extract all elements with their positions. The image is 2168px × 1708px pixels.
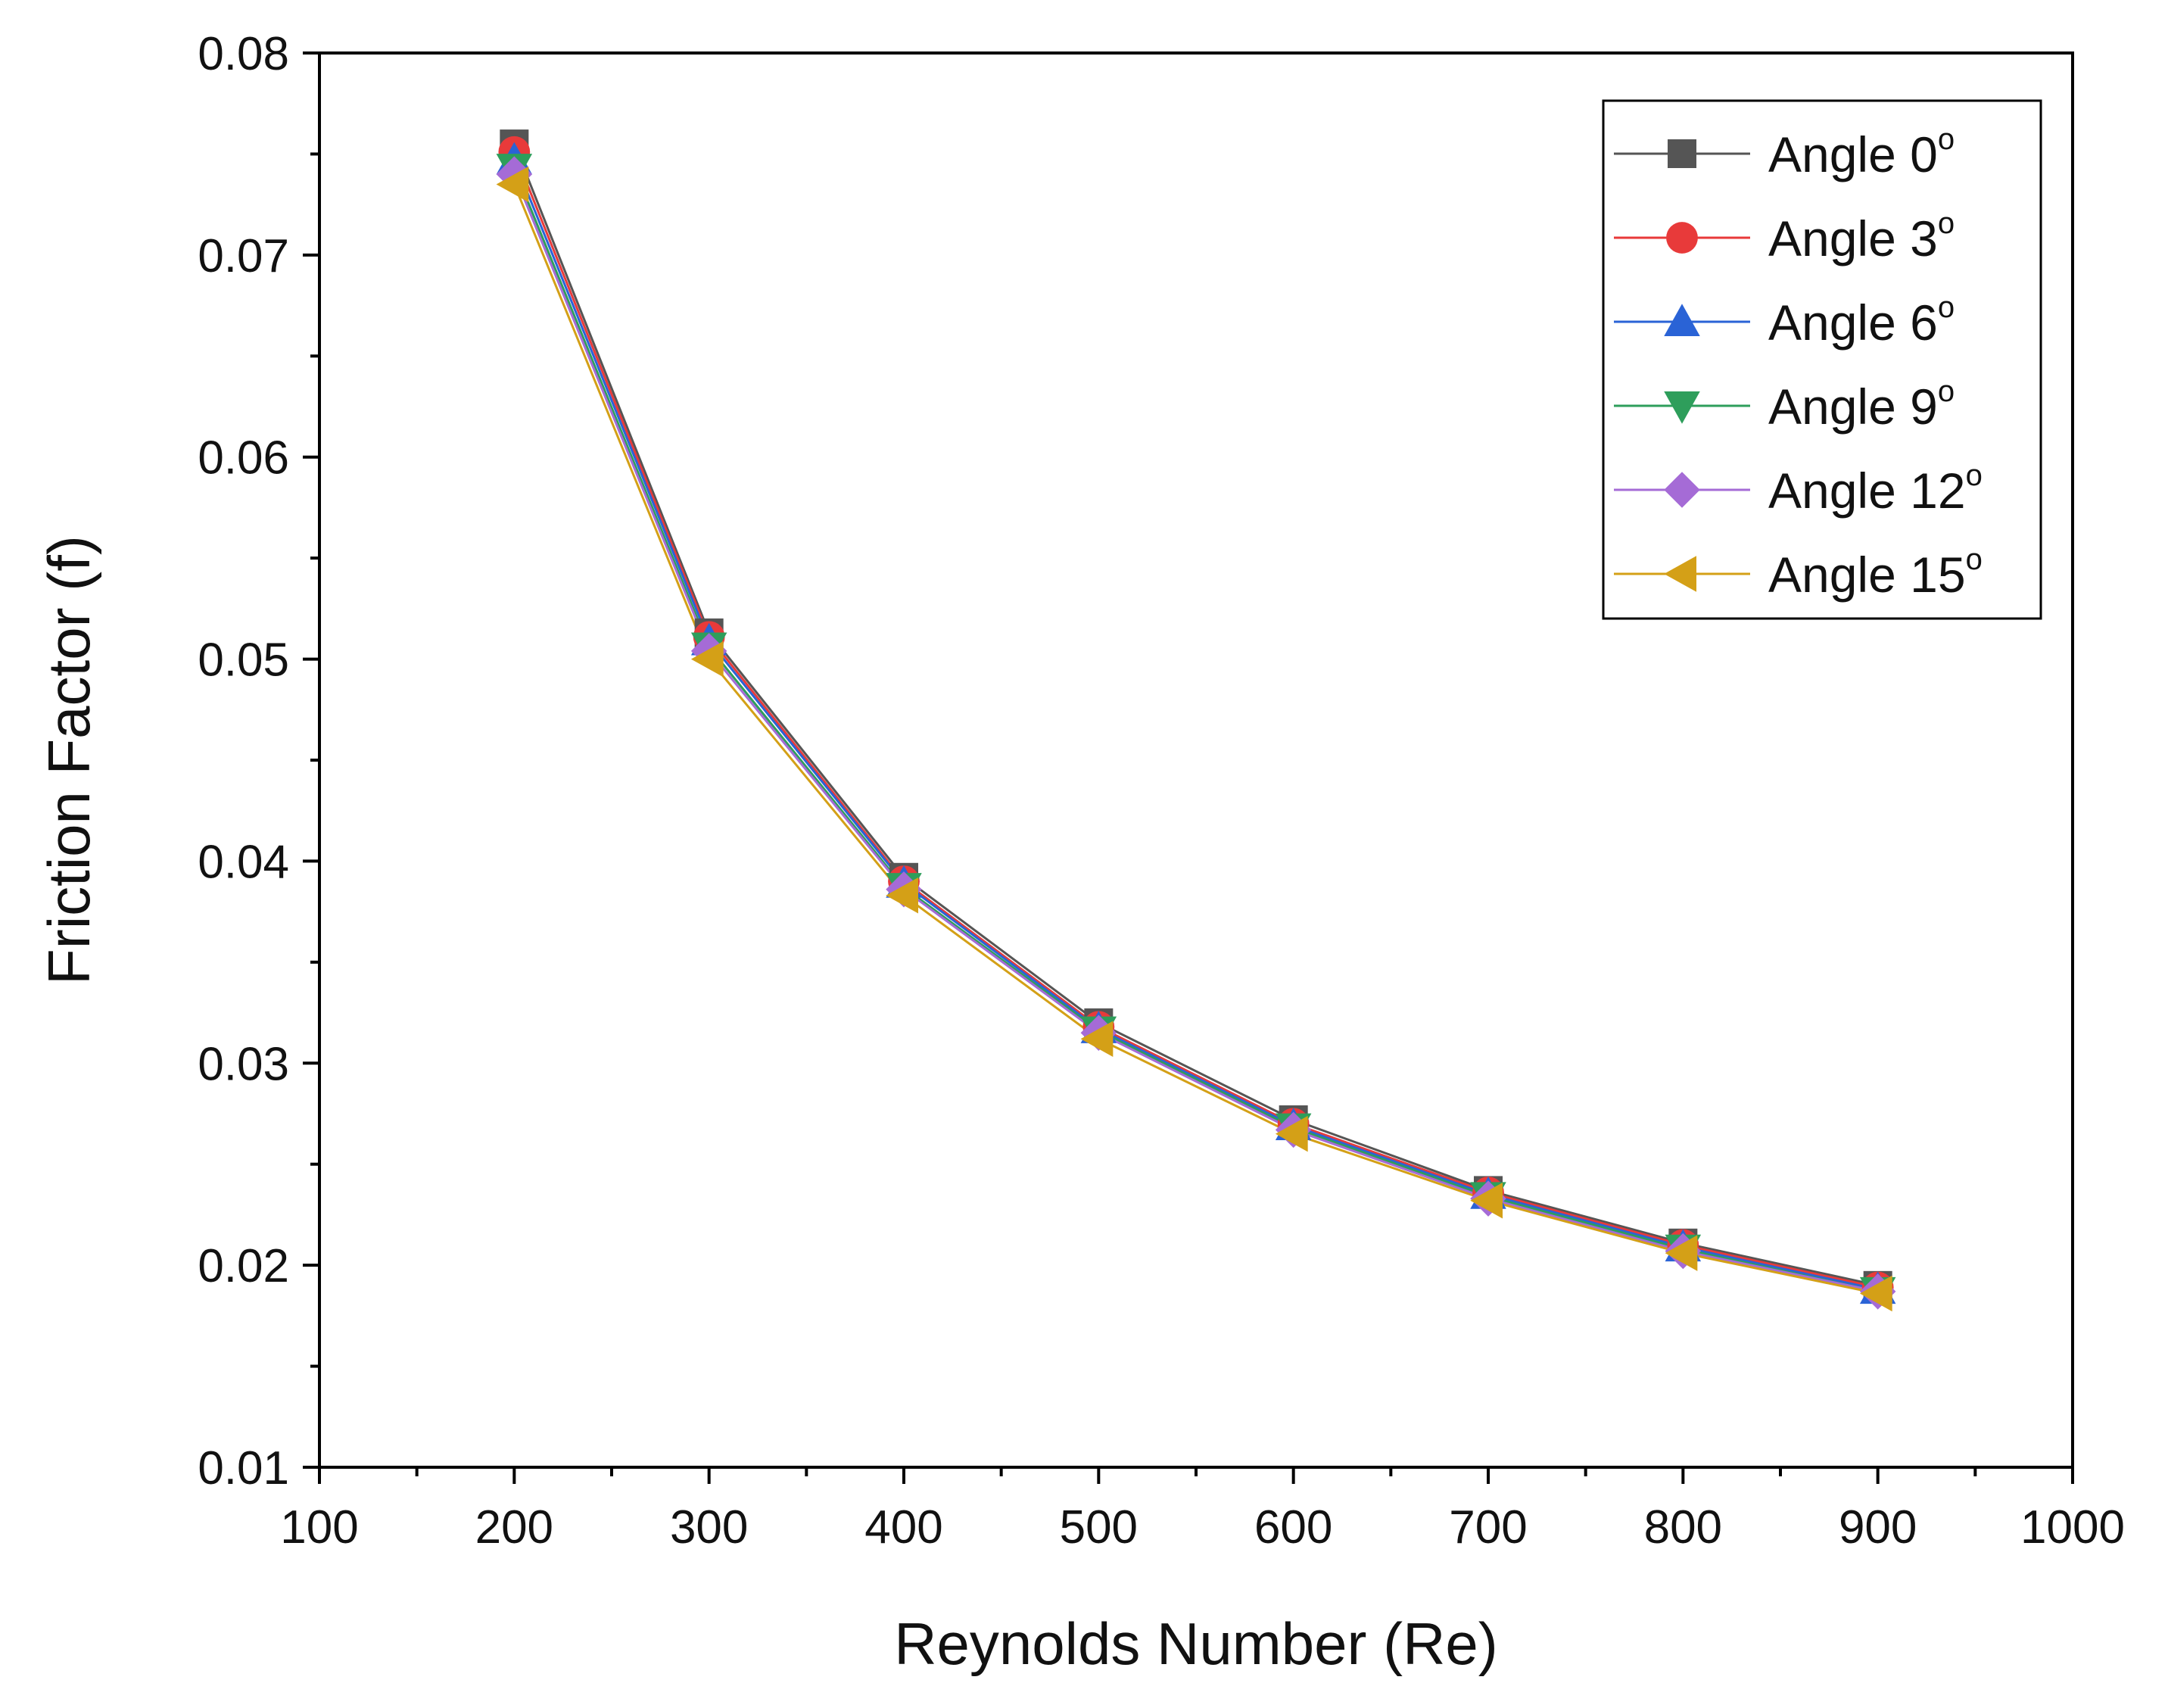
legend-label: Angle 0o: [1768, 123, 1955, 182]
data-point: [1859, 1275, 1892, 1312]
legend-label-text: Angle 15: [1768, 547, 1966, 603]
legend-label-superscript: o: [1938, 375, 1955, 408]
series-line-angle-9: [512, 167, 1878, 1293]
series-lines: [512, 143, 1878, 1295]
y-tick-label: 0.01: [198, 1442, 289, 1494]
legend-item: Angle 9o: [1614, 375, 1955, 435]
legend-label: Angle 6o: [1768, 291, 1955, 351]
legend-marker: [1664, 304, 1700, 336]
legend-item: Angle 15o: [1614, 543, 1983, 603]
y-tick-label: 0.04: [198, 836, 289, 888]
legend-box: [1602, 99, 2042, 620]
series-line-angle-12: [512, 173, 1878, 1293]
x-tick-label: 800: [1644, 1501, 1722, 1554]
x-tick-label: 200: [475, 1501, 553, 1554]
legend-label: Angle 12o: [1768, 459, 1983, 519]
legend-marker: [1664, 472, 1700, 508]
legend-marker: [1664, 556, 1696, 592]
x-tick-label: 600: [1254, 1501, 1332, 1554]
legend-item: Angle 0o: [1614, 123, 1955, 182]
legend-label: Angle 3o: [1768, 207, 1955, 266]
legend-label-superscript: o: [1938, 207, 1955, 240]
axes: 100 200 300 400 500 600 700 800 900 1000 0.01 0.02 0…: [36, 28, 2125, 1677]
data-point: [1665, 1235, 1698, 1271]
x-tick-label: 400: [864, 1501, 942, 1554]
data-point: [690, 640, 724, 678]
x-tick-label: 700: [1449, 1501, 1527, 1554]
series-line-angle-15: [512, 183, 1878, 1295]
x-tick-label: 500: [1060, 1501, 1138, 1554]
legend-marker: [1666, 222, 1698, 254]
x-tick-label: 1000: [2020, 1501, 2125, 1554]
y-tick-label: 0.02: [198, 1240, 289, 1292]
data-point: [1080, 1021, 1114, 1058]
legend-item: Angle 3o: [1614, 207, 1955, 266]
legend-label-superscript: o: [1938, 123, 1955, 156]
legend-label-text: Angle 12: [1768, 463, 1966, 519]
legend-label-text: Angle 6: [1768, 295, 1938, 351]
legend-label-text: Angle 3: [1768, 210, 1938, 266]
data-point: [1470, 1182, 1503, 1219]
x-axis-title: Reynolds Number (Re): [894, 1610, 1498, 1677]
y-tick-label: 0.06: [198, 432, 289, 485]
legend-label-superscript: o: [1966, 459, 1983, 492]
x-tick-label: 100: [280, 1501, 358, 1554]
data-point: [496, 166, 529, 203]
y-tick-label: 0.07: [198, 230, 289, 282]
series-line-angle-0: [512, 143, 1878, 1287]
x-tick-label: 300: [670, 1501, 748, 1554]
y-tick-label: 0.08: [198, 28, 289, 80]
legend-marker: [1664, 391, 1700, 424]
series-line-angle-6: [512, 159, 1878, 1291]
legend-item: Angle 6o: [1614, 291, 1955, 351]
data-point: [886, 877, 918, 914]
x-tick-label: 900: [1839, 1501, 1917, 1554]
legend-label-text: Angle 0: [1768, 126, 1938, 182]
data-point: [1275, 1115, 1308, 1152]
legend-label-superscript: o: [1938, 291, 1955, 324]
y-axis-title: Friction Factor (f): [36, 535, 102, 985]
legend-label-text: Angle 9: [1768, 379, 1938, 435]
legend-label-superscript: o: [1966, 543, 1983, 576]
legend-marker: [1668, 139, 1696, 168]
legend-label: Angle 9o: [1768, 375, 1955, 435]
y-tick-label: 0.03: [198, 1038, 289, 1090]
series-line-angle-3: [512, 151, 1878, 1289]
legend-label: Angle 15o: [1768, 543, 1983, 603]
y-tick-label: 0.05: [198, 634, 289, 687]
legend-item: Angle 12o: [1614, 459, 1983, 519]
series-markers: [496, 129, 1896, 1312]
